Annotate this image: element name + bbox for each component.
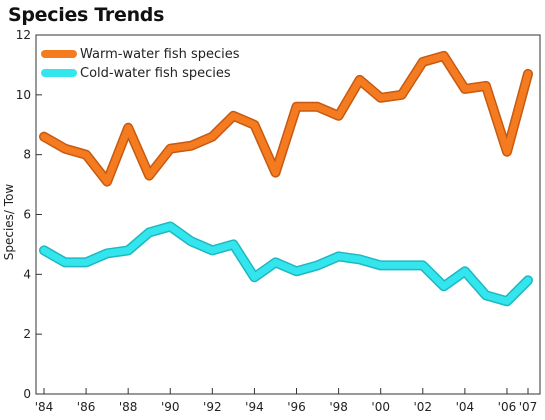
y-tick-label: 8 [23, 148, 31, 162]
series-line-warm [40, 52, 532, 186]
x-tick-label: '02 [413, 400, 432, 414]
x-tick-label: '98 [329, 400, 348, 414]
y-tick-label: 4 [23, 267, 31, 281]
series-lines [39, 50, 533, 307]
x-tick-label: '92 [203, 400, 222, 414]
y-tick-label: 6 [23, 208, 31, 222]
x-tick-label: '04 [456, 400, 475, 414]
legend-label-warm: Warm-water fish species [80, 47, 240, 62]
x-tick-label: '06 [498, 400, 517, 414]
y-axis-label: Species/ Tow [2, 184, 16, 261]
series-line-cold [40, 223, 532, 305]
x-axis-ticks: '84 '86 '88 '90 '92 '94 '96 '98 '00 '02 '04 '06'07 [35, 388, 538, 414]
x-tick-label: '96 [287, 400, 306, 414]
x-tick-label: '86 [77, 400, 96, 414]
legend-label-cold: Cold-water fish species [80, 66, 231, 81]
y-tick-label: 12 [16, 28, 31, 42]
x-tick-label: '84 [35, 400, 54, 414]
legend: Warm-water fish species Cold-water fish … [41, 47, 240, 81]
y-axis-ticks: 0 2 4 6 8 10 12 [16, 28, 42, 401]
y-tick-label: 0 [23, 387, 31, 401]
x-tick-label: '90 [161, 400, 180, 414]
x-tick-label: '88 [119, 400, 138, 414]
x-tick-label: '00 [371, 400, 390, 414]
y-tick-label: 10 [16, 88, 31, 102]
y-tick-label: 2 [23, 327, 31, 341]
chart-title: Species Trends [8, 4, 165, 26]
x-tick-label: '94 [245, 400, 264, 414]
x-tick-label: '07 [519, 400, 538, 414]
